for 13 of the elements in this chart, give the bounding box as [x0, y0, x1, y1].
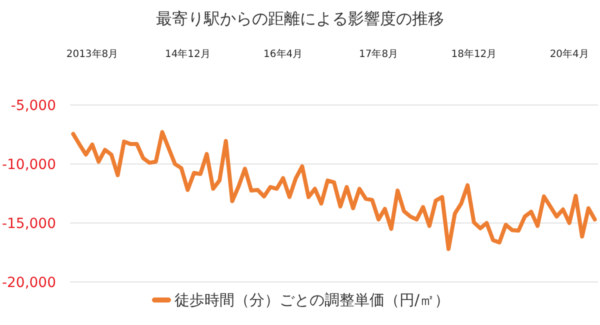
y-tick-label: -5,000 — [10, 98, 56, 114]
line-series — [71, 130, 597, 251]
y-tick-label: -20,000 — [2, 275, 56, 291]
x-tick-label: 2013年8月 — [66, 48, 118, 60]
chart-title: 最寄り駅からの距離による影響度の推移 — [156, 9, 444, 28]
x-tick-label: 14年12月 — [164, 48, 210, 60]
x-tick-label: 18年12月 — [451, 48, 497, 60]
y-tick-label: -10,000 — [2, 157, 56, 173]
x-tick-label: 17年8月 — [358, 48, 398, 60]
x-tick-label: 20年4月 — [550, 48, 589, 60]
x-tick-label: 16年4月 — [264, 48, 303, 60]
legend-label: 徒歩時間（分）ごとの調整単価（円/㎡） — [174, 291, 450, 309]
y-tick-label: -15,000 — [2, 216, 56, 232]
